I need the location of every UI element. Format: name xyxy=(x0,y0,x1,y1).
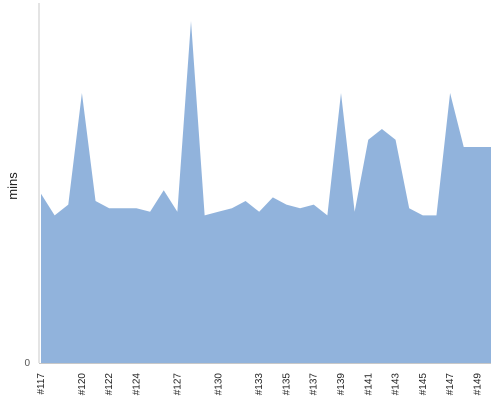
x-tick-label: #127 xyxy=(172,373,183,396)
x-tick-label: #149 xyxy=(472,373,483,396)
x-tick-label: #117 xyxy=(36,373,47,395)
x-tick-label: #120 xyxy=(77,373,88,396)
x-tick-label: #145 xyxy=(418,373,429,396)
x-tick-label: #130 xyxy=(213,373,224,396)
x-tick-label: #147 xyxy=(445,373,456,396)
x-tick-label: #135 xyxy=(282,373,293,396)
y-tick-label: 0 xyxy=(24,358,30,369)
series-area xyxy=(41,21,491,363)
x-tick-label: #143 xyxy=(391,373,402,396)
x-tick-label: #133 xyxy=(254,373,265,396)
y-axis-label: mins xyxy=(5,172,20,200)
x-tick-label: #137 xyxy=(309,373,320,396)
x-tick-label: #141 xyxy=(363,373,374,396)
x-tick-label: #139 xyxy=(336,373,347,396)
x-tick-label: #124 xyxy=(132,373,143,396)
x-tick-labels: #117 #120 #122 #124 #127 #130 #133 #135 #137 #139… xyxy=(36,373,483,396)
x-tick-label: #122 xyxy=(104,373,115,396)
